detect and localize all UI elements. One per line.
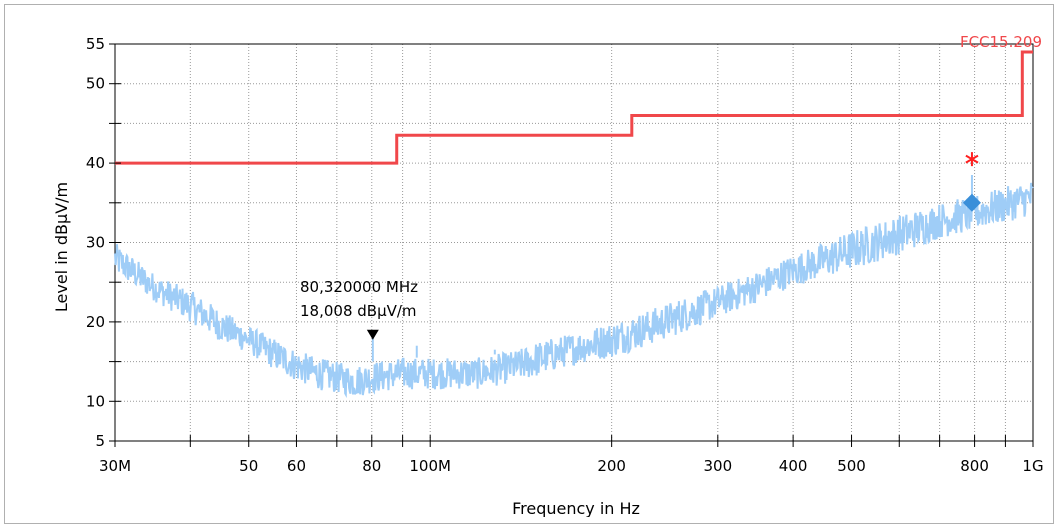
star-stroke (965, 154, 979, 164)
x-tick-label: 80 (362, 457, 381, 475)
y-axis-title: Level in dBµV/m (52, 182, 71, 312)
y-tick-label: 10 (86, 392, 105, 410)
x-tick-label: 30M (99, 457, 131, 475)
limit-line-label: FCC15.209 (960, 33, 1042, 51)
x-tick-label: 300 (703, 457, 732, 475)
y-tick-label: 20 (86, 313, 105, 331)
limit-line (115, 50, 1033, 165)
peak-marker-diamond (962, 193, 981, 212)
x-tick-label: 400 (779, 457, 808, 475)
x-tick-label: 100M (409, 457, 451, 475)
y-tick-label: 40 (86, 154, 105, 172)
y-tick-label: 30 (86, 234, 105, 252)
marker-annotation-frequency: 80,320000 MHz (300, 278, 418, 296)
y-tick-label: 55 (86, 35, 105, 53)
x-axis-title: Frequency in Hz (512, 499, 640, 517)
axes: 30M 50 60 80 100M 200 300 400 500 800 1G 5 10 20 30 40 5… (86, 35, 1044, 475)
peak-marker-triangle (366, 329, 379, 340)
x-tick-label: 60 (287, 457, 306, 475)
x-tick-label: 800 (960, 457, 989, 475)
x-tick-label: 500 (837, 457, 866, 475)
x-tick-label: 50 (239, 457, 258, 475)
x-tick-label: 200 (597, 457, 626, 475)
limit-exceed-star (965, 152, 979, 167)
x-tick-label: 1G (1022, 457, 1043, 475)
y-tick-label: 50 (86, 75, 105, 93)
marker-annotation-level: 18,008 dBµV/m (300, 302, 417, 320)
data-layer (114, 50, 1034, 399)
y-tick-label: 5 (95, 432, 105, 450)
measurement-trace (114, 182, 1034, 399)
